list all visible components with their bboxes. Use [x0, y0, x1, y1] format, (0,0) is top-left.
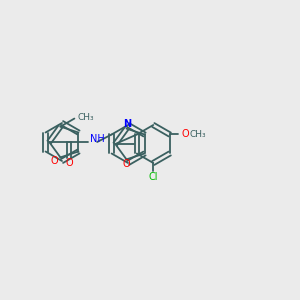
Text: O: O	[123, 159, 130, 170]
Text: O: O	[65, 158, 73, 168]
Text: Cl: Cl	[148, 172, 158, 182]
Text: CH₃: CH₃	[190, 130, 206, 139]
Text: CH₃: CH₃	[77, 113, 94, 122]
Text: NH: NH	[90, 134, 105, 144]
Text: O: O	[182, 130, 189, 140]
Text: O: O	[51, 156, 58, 167]
Text: N: N	[123, 118, 131, 129]
